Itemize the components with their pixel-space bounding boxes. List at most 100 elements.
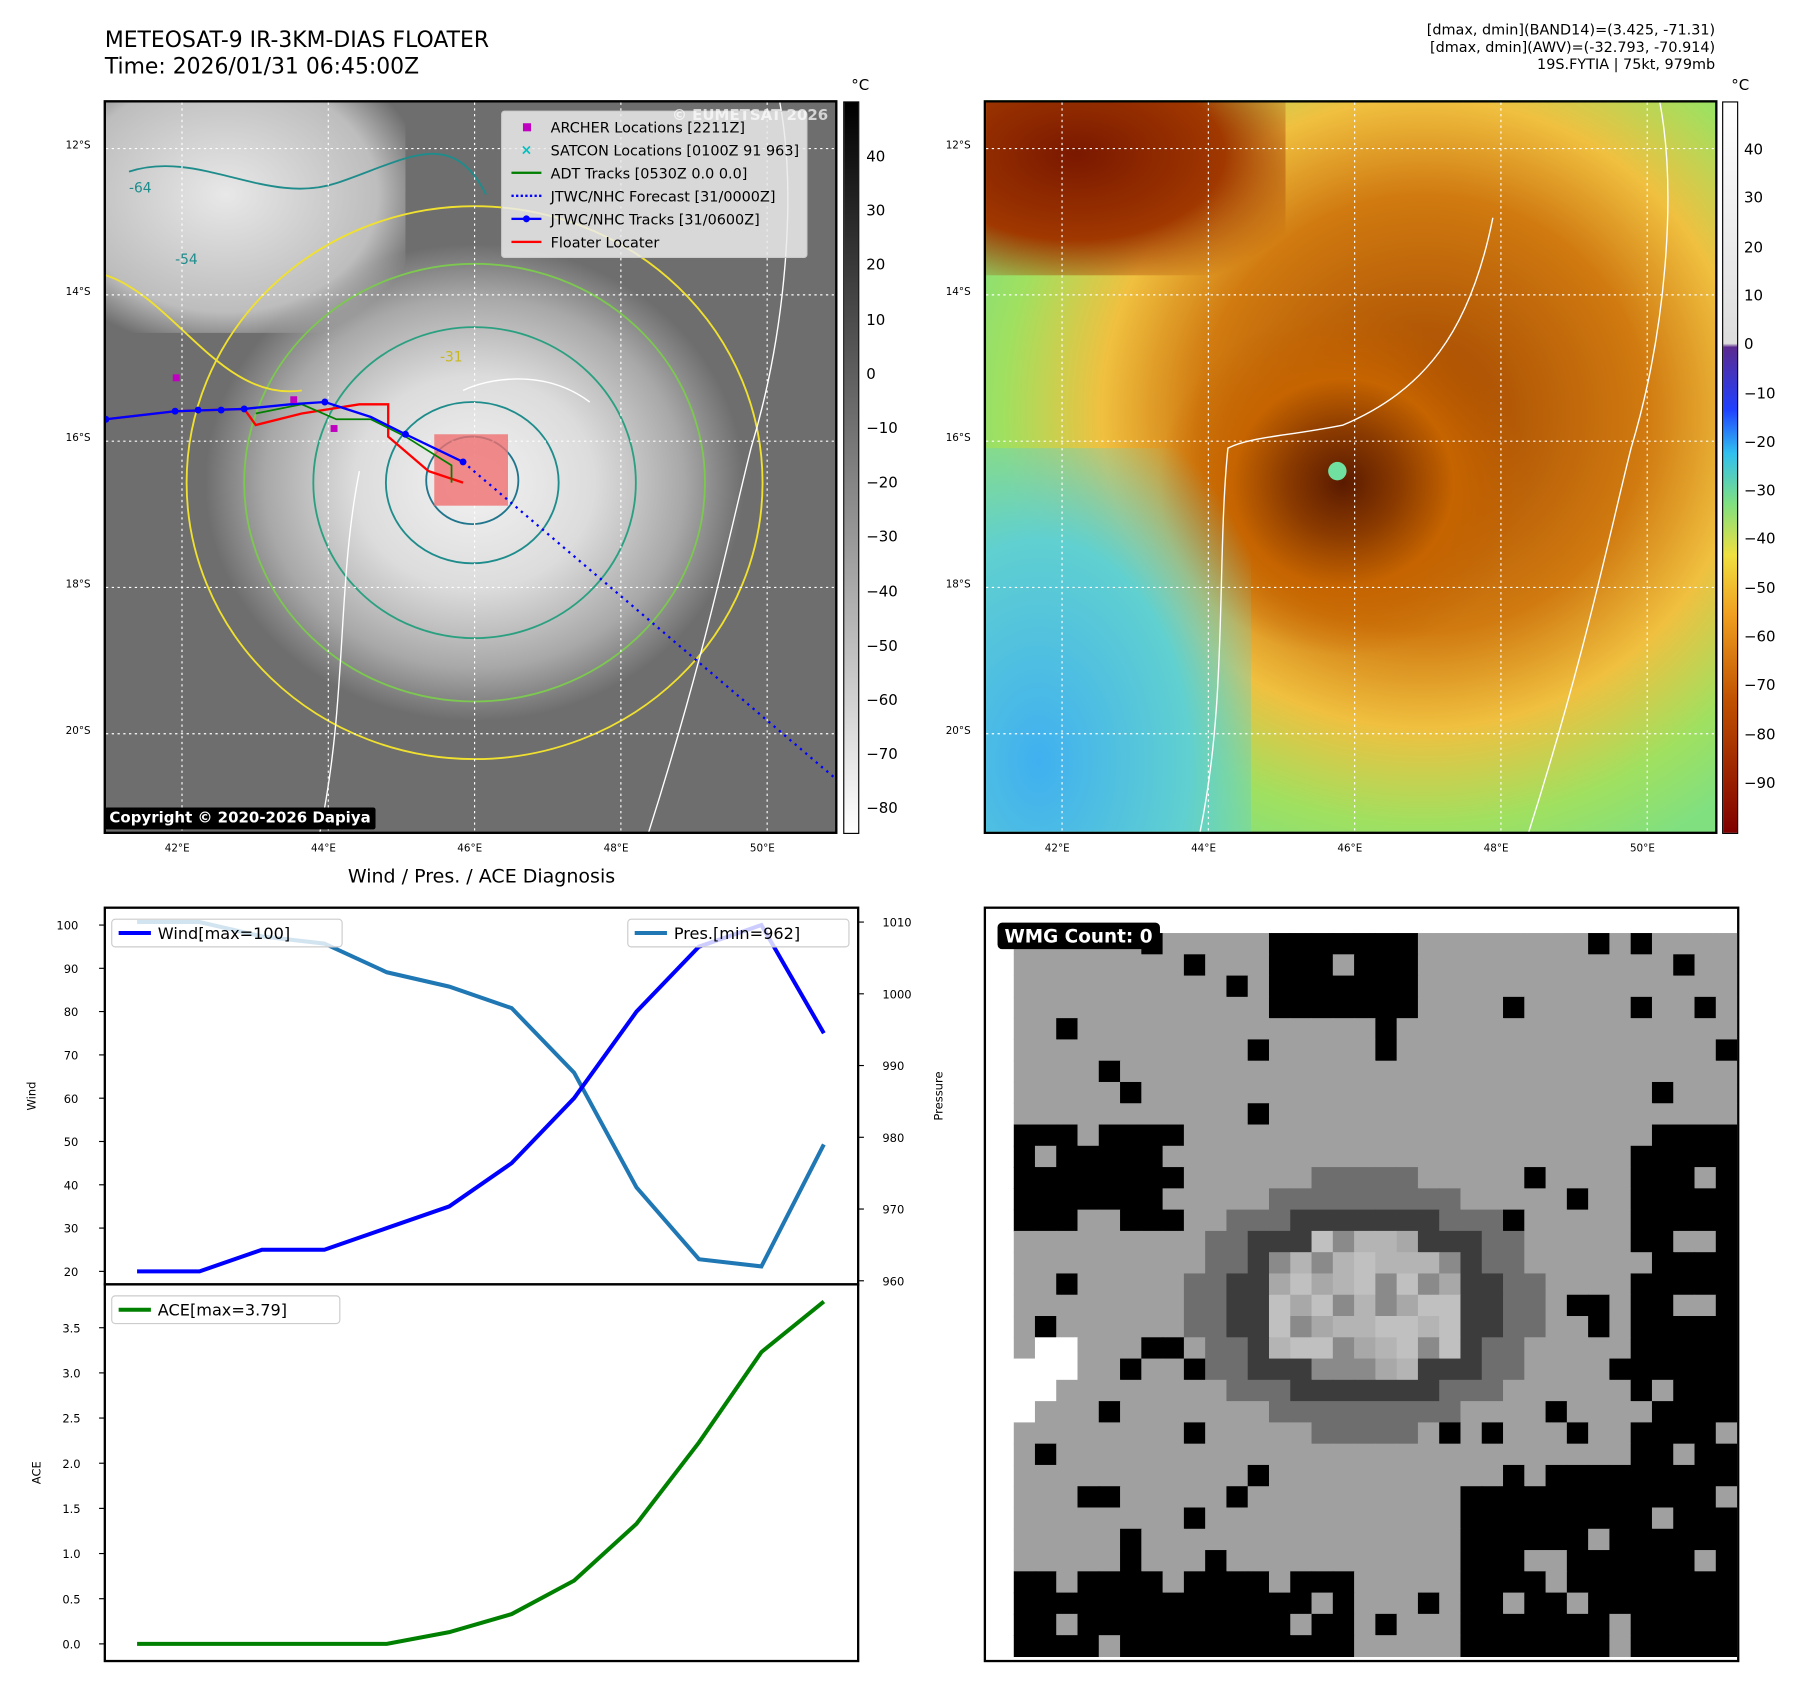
wmg-cell [1460,1018,1483,1040]
wmg-cell [1524,1550,1547,1572]
wmg-cell [1183,1316,1206,1338]
wmg-cell [1056,1550,1079,1572]
wmg-cell [1588,1209,1610,1232]
wmg-cell [1417,1167,1440,1189]
wmg-cell [1290,1209,1313,1232]
wmg-cell [1715,1124,1738,1147]
wmg-cell [1205,1613,1228,1636]
wmg-cell [1056,1379,1079,1402]
awv-colorbar [1722,101,1739,834]
wmg-cell [1226,1528,1249,1551]
wmg-cell [1162,1039,1185,1062]
wmg-cell [1609,1081,1632,1104]
wmg-cell [1673,1592,1696,1615]
wmg-cell [1481,1528,1504,1551]
wmg-cell [1098,1230,1121,1253]
ir-satellite-map[interactable]: -64 -54 -31 ARCHER Locations [2211Z] × SATCO… [103,100,838,834]
wmg-cell [1205,1422,1228,1445]
wmg-cell [1141,1635,1164,1658]
wmg-cell [1460,954,1483,977]
wmg-cell [1098,1039,1121,1062]
wmg-cell [1183,1188,1206,1211]
wmg-cell [1183,1358,1206,1381]
wmg-cell [1588,1358,1610,1381]
y-right-tick-label: 1000 [882,987,911,1001]
wmg-cell [1183,1252,1206,1275]
wmg-cell [1205,1273,1228,1296]
wmg-cell [1396,1039,1419,1062]
wmg-cell [1120,1613,1142,1636]
wmg-cell [1439,1294,1462,1317]
wmg-cell [1098,1103,1121,1126]
wmg-cell [1673,1550,1696,1572]
wmg-cell [1268,1379,1291,1402]
wmg-cell [1694,1103,1717,1126]
wmg-count-badge: WMG Count: 0 [997,922,1160,950]
wmg-cell [1694,1571,1717,1594]
wmg-cell [1715,1039,1738,1062]
wmg-cell [1290,1316,1313,1338]
wmg-cell [1503,1316,1525,1338]
wmg-cell [1098,996,1121,1019]
wmg-cell [1332,1252,1355,1275]
wmg-cell [1460,1486,1483,1509]
wmg-cell [1354,954,1376,977]
wmg-cell [1034,975,1057,998]
wmg-cell [1162,1528,1185,1551]
figure-title: METEOSAT-9 IR-3KM-DIAS FLOATER Time: 202… [105,28,489,81]
wmg-cell [1013,1018,1036,1040]
wmg-cell [1609,996,1632,1019]
wmg-cell [1205,1486,1228,1509]
wind-legend-label: Wind[max=100] [158,924,290,943]
wmg-cell [1545,1124,1568,1147]
wmg-cell [1609,1592,1632,1615]
wmg-cell [1524,1209,1547,1232]
wmg-cell [1439,1358,1462,1381]
wmg-cell [1290,1613,1313,1636]
ace-y-tick-label: 0.5 [62,1592,80,1606]
lon-label: 50°E [1629,843,1655,855]
wmg-cell [1609,1124,1632,1147]
wmg-cell [1715,975,1738,998]
lat-label: 12°S [945,140,971,153]
wmg-cell [1503,1486,1525,1509]
wmg-cell [1290,1060,1313,1083]
wmg-cell [1439,996,1462,1019]
wmg-cell [1630,1422,1653,1445]
wmg-cell [1034,1081,1057,1104]
wmg-cell [1205,1060,1228,1083]
wmg-cell [1460,1209,1483,1232]
wmg-cell [1694,1145,1717,1168]
wmg-cell [1673,1401,1696,1423]
wmg-cell [1566,1209,1589,1232]
wmg-cell [1162,1060,1185,1083]
ace-legend-label: ACE[max=3.79] [158,1300,287,1319]
wmg-cell [1183,1018,1206,1040]
wmg-cell [1013,1486,1036,1509]
wmg-cell [1609,1337,1632,1360]
wmg-cell [1396,1252,1419,1275]
wmg-cell [1545,1358,1568,1381]
wmg-cell [1290,1635,1313,1658]
wmg-cell [1417,1486,1440,1509]
map-legend: ARCHER Locations [2211Z] × SATCON Location… [501,110,808,259]
wmg-cell [1226,1635,1249,1658]
wmg-cell [1715,1252,1738,1275]
wmg-cell [1396,1358,1419,1381]
wmg-cell [1290,1507,1313,1530]
wmg-cell [1588,1379,1610,1402]
awv-satellite-map[interactable] [983,100,1718,834]
wmg-cell [1077,1422,1100,1445]
wmg-cell [1098,1401,1121,1423]
legend-item: Floater Locater [509,230,799,253]
wmg-cell [1566,1230,1589,1253]
wmg-cell [1077,1316,1100,1338]
wmg-cell [1162,1209,1185,1232]
y-tick-label: 100 [56,919,78,933]
wmg-cell [1056,996,1079,1019]
wmg-cell [1205,1188,1228,1211]
wmg-cell [1588,1316,1610,1338]
wmg-cell [1290,1230,1313,1253]
wmg-cell [1694,1358,1717,1381]
wmg-cell [1396,933,1419,955]
